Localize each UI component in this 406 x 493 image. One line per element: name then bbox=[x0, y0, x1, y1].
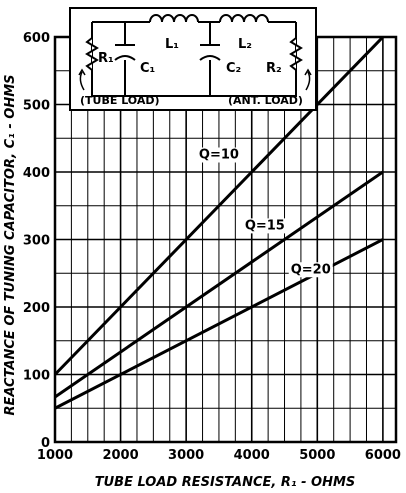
r1-label: R₁ bbox=[98, 51, 114, 66]
y-tick-label: 100 bbox=[23, 369, 50, 384]
x-tick-label: 5000 bbox=[299, 448, 335, 463]
resistor-r1-icon bbox=[85, 37, 99, 71]
y-tick-labels: 0 100 200 300 400 500 600 bbox=[23, 31, 50, 451]
series-label-background bbox=[288, 262, 333, 278]
series-labels: Q=10 Q=15 Q=20 bbox=[196, 147, 333, 278]
load-arrow-icons bbox=[78, 68, 312, 91]
series-label: Q=10 bbox=[199, 148, 239, 163]
x-axis-label: TUBE LOAD RESISTANCE, R₁ - OHMS bbox=[95, 475, 356, 490]
tube-load-label: (TUBE LOAD) bbox=[80, 94, 160, 107]
series-line bbox=[54, 170, 384, 399]
l2-label: L₂ bbox=[238, 37, 252, 52]
resistor-r2-icon bbox=[289, 37, 303, 71]
ant-load-label: (ANT. LOAD) bbox=[228, 94, 303, 107]
x-tick-labels: 1000 2000 3000 4000 5000 6000 bbox=[37, 448, 401, 463]
c2-label: C₂ bbox=[226, 61, 241, 76]
y-tick-label: 0 bbox=[41, 436, 50, 451]
y-tick-label: 500 bbox=[23, 99, 50, 114]
y-tick-label: 600 bbox=[23, 31, 50, 46]
l1-label: L₁ bbox=[165, 37, 179, 52]
series-line bbox=[53, 35, 384, 376]
c1-label: C₁ bbox=[140, 61, 155, 76]
circuit-inset-box bbox=[69, 7, 317, 111]
r2-label: R₂ bbox=[266, 61, 282, 76]
inductor-l1-icon bbox=[149, 14, 199, 23]
series-label-background bbox=[196, 147, 241, 163]
capacitor-c1-icon bbox=[114, 44, 136, 61]
x-tick-label: 1000 bbox=[37, 448, 73, 463]
capacitor-c2-icon bbox=[199, 44, 221, 61]
y-axis-label: REACTANCE OF TUNING CAPACITOR, C₁ - OHMS bbox=[3, 74, 18, 415]
circuit-inset: R₁ C₁ L₁ L₂ C₂ R₂ (TUBE LOAD) (ANT. LOAD… bbox=[69, 7, 317, 111]
x-tick-label: 6000 bbox=[365, 448, 401, 463]
series-label: Q=20 bbox=[291, 262, 331, 277]
x-tick-label: 2000 bbox=[102, 448, 138, 463]
y-tick-label: 400 bbox=[23, 166, 50, 181]
inductor-l2-icon bbox=[219, 14, 269, 23]
x-tick-label: 3000 bbox=[168, 448, 204, 463]
series-label-background bbox=[242, 218, 287, 234]
x-tick-label: 4000 bbox=[234, 448, 270, 463]
y-tick-label: 300 bbox=[23, 234, 50, 249]
y-tick-label: 200 bbox=[23, 301, 50, 316]
series-label: Q=15 bbox=[245, 218, 285, 233]
